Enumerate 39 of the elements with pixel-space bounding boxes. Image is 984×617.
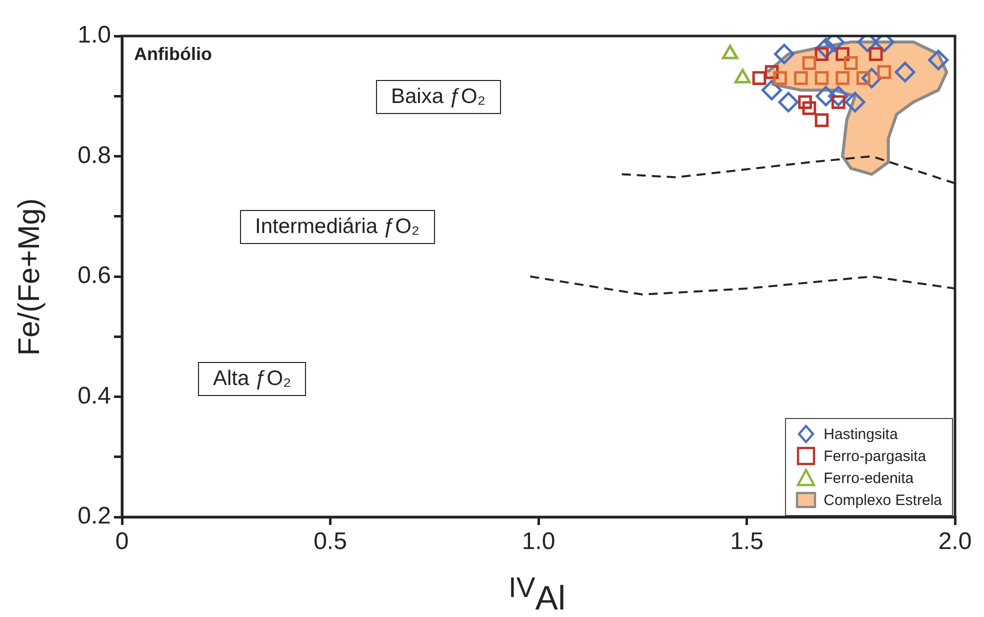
point (774, 44, 794, 64)
point (794, 71, 808, 85)
x-axis-title: $^{IV}$Al (508, 572, 566, 617)
x-tick-label: 0 (115, 528, 129, 556)
point (802, 56, 816, 70)
x-tick-label: 0.5 (314, 528, 347, 556)
y-tick-label: 0.2 (78, 502, 111, 530)
point (798, 95, 812, 110)
x-tick-label: 1.0 (522, 528, 556, 556)
legend-label: Ferro-edenita (824, 470, 914, 486)
point (868, 47, 883, 61)
annotation: Intermediária ƒO₂ (240, 210, 435, 244)
y-tick-label: 0.8 (78, 142, 111, 169)
y-tick-label: 0.4 (78, 382, 111, 410)
legend-label: Hastingsita (824, 426, 898, 442)
point (836, 71, 850, 85)
point (773, 71, 787, 85)
x-tick-label: 1.5 (730, 528, 764, 556)
point (856, 71, 870, 85)
point (761, 80, 782, 100)
point (778, 92, 799, 112)
legend-label: Complexo Estrela (824, 492, 942, 508)
x-tick-label: 2.0 (938, 528, 972, 556)
y-tick-label: 1.0 (78, 22, 111, 49)
annotation: Alta ƒO₂ (198, 362, 306, 396)
point (894, 62, 916, 82)
point (928, 50, 949, 70)
point (814, 71, 829, 85)
point (814, 113, 829, 128)
point (802, 101, 816, 116)
point (877, 65, 892, 79)
chart-title: Anfibólio (134, 44, 212, 65)
y-tick-label: 0.6 (78, 262, 111, 290)
y-axis-title: Fe/(Fe+Mg) (12, 198, 47, 356)
point (844, 56, 858, 70)
point (844, 92, 866, 112)
annotation: Baixa ƒO₂ (376, 80, 501, 114)
legend-label: Ferro-pargasita (824, 448, 926, 464)
point (752, 71, 766, 85)
